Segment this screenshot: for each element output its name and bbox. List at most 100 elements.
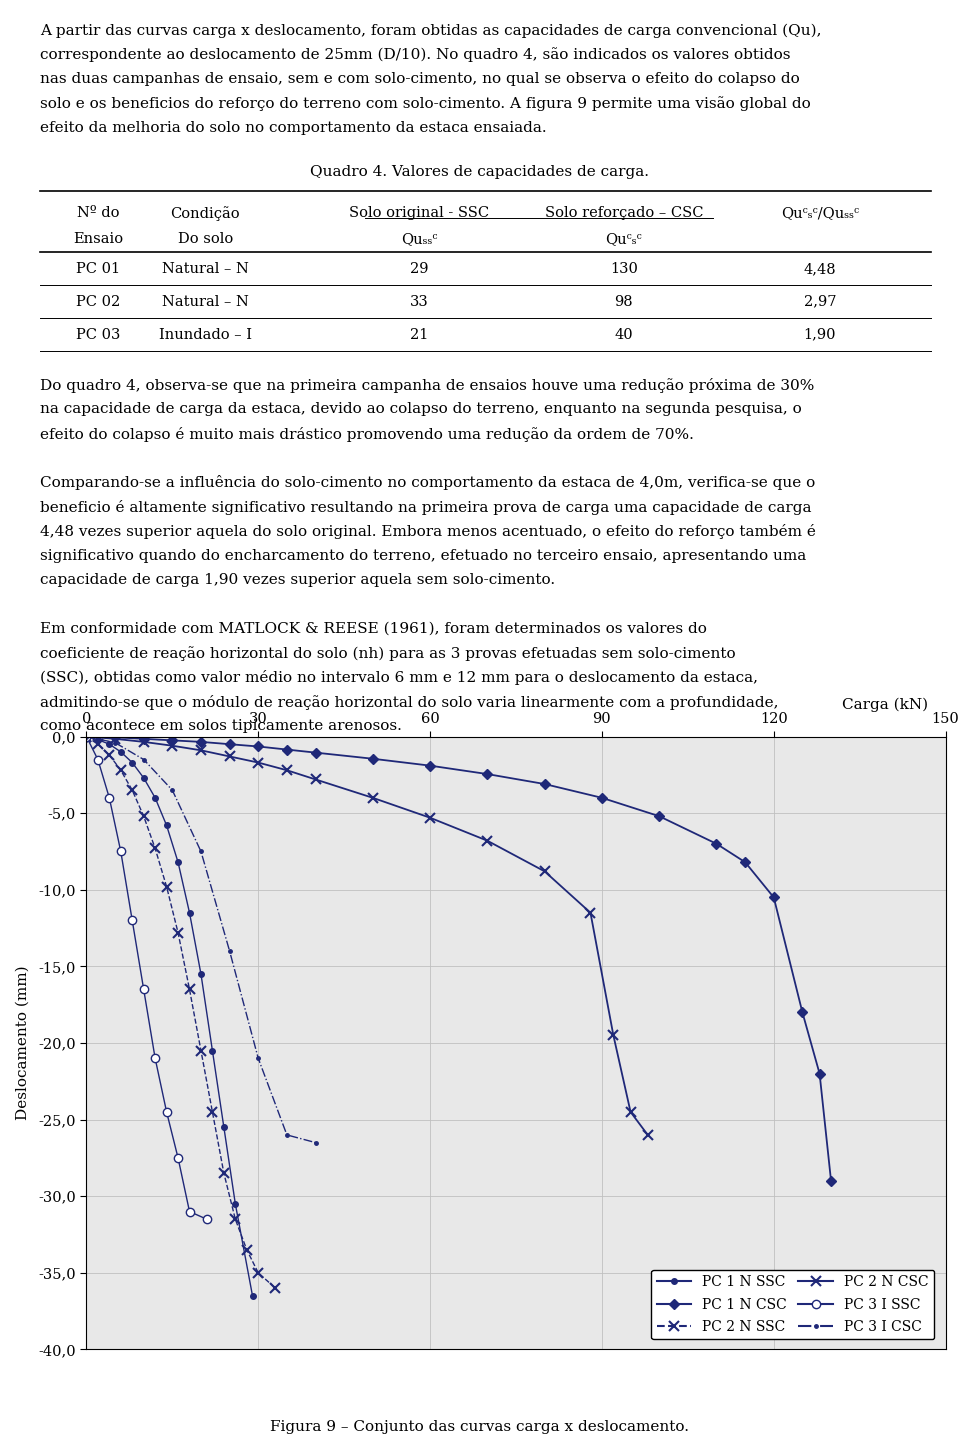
Text: (SSC), obtidas como valor médio no intervalo 6 mm e 12 mm para o deslocamento da: (SSC), obtidas como valor médio no inter… bbox=[40, 670, 758, 685]
PC 1 N SSC bbox=[81, 728, 92, 746]
Text: Quₛₛᶜ: Quₛₛᶜ bbox=[400, 232, 437, 245]
Text: como acontece em solos tipicamente arenosos.: como acontece em solos tipicamente areno… bbox=[40, 720, 402, 733]
PC 2 N SSC bbox=[218, 1165, 229, 1183]
Text: Solo reforçado – CSC: Solo reforçado – CSC bbox=[544, 206, 703, 221]
PC 2 N CSC bbox=[482, 831, 493, 849]
PC 2 N SSC bbox=[252, 1264, 264, 1281]
PC 2 N SSC bbox=[138, 808, 150, 826]
PC 3 I SSC bbox=[161, 1103, 173, 1120]
PC 2 N SSC bbox=[81, 728, 92, 746]
Text: 1,90: 1,90 bbox=[804, 328, 836, 341]
PC 1 N CSC bbox=[539, 775, 550, 792]
PC 1 N SSC bbox=[218, 1119, 229, 1136]
Text: 2,97: 2,97 bbox=[804, 295, 836, 309]
PC 1 N CSC bbox=[195, 733, 206, 750]
PC 1 N CSC bbox=[710, 836, 722, 853]
Text: correspondente ao deslocamento de 25mm (D/10). No quadro 4, são indicados os val: correspondente ao deslocamento de 25mm (… bbox=[40, 48, 791, 62]
Text: 40: 40 bbox=[614, 328, 634, 341]
PC 3 I CSC bbox=[281, 1126, 293, 1143]
PC 1 N CSC bbox=[310, 744, 322, 762]
PC 1 N CSC bbox=[224, 736, 235, 753]
Text: coeficiente de reação horizontal do solo (nh) para as 3 provas efetuadas sem sol: coeficiente de reação horizontal do solo… bbox=[40, 646, 736, 660]
PC 1 N CSC bbox=[252, 737, 264, 755]
Text: nas duas campanhas de ensaio, sem e com solo-cimento, no qual se observa o efeit: nas duas campanhas de ensaio, sem e com … bbox=[40, 73, 800, 86]
PC 3 I SSC bbox=[127, 911, 138, 929]
PC 2 N CSC bbox=[585, 904, 596, 921]
PC 1 N CSC bbox=[81, 728, 92, 746]
PC 1 N CSC bbox=[596, 789, 608, 807]
PC 2 N SSC bbox=[172, 924, 183, 942]
Text: Em conformidade com MATLOCK & REESE (1961), foram determinados os valores do: Em conformidade com MATLOCK & REESE (196… bbox=[40, 621, 708, 636]
Text: 98: 98 bbox=[614, 295, 634, 309]
Text: Carga (kN): Carga (kN) bbox=[842, 698, 928, 712]
Text: 29: 29 bbox=[410, 261, 428, 276]
PC 1 N SSC bbox=[92, 731, 104, 749]
PC 2 N CSC bbox=[81, 728, 92, 746]
PC 2 N CSC bbox=[224, 747, 235, 765]
PC 3 I SSC bbox=[81, 728, 92, 746]
Text: na capacidade de carga da estaca, devido ao colapso do terreno, enquanto na segu: na capacidade de carga da estaca, devido… bbox=[40, 402, 802, 416]
PC 2 N CSC bbox=[252, 755, 264, 772]
PC 2 N SSC bbox=[183, 981, 195, 998]
Text: 4,48: 4,48 bbox=[804, 261, 836, 276]
PC 1 N CSC bbox=[768, 888, 780, 905]
PC 1 N CSC bbox=[424, 757, 436, 775]
PC 2 N CSC bbox=[281, 762, 293, 779]
Text: Solo original - SSC: Solo original - SSC bbox=[348, 206, 489, 221]
Text: A partir das curvas carga x deslocamento, foram obtidas as capacidades de carga : A partir das curvas carga x deslocamento… bbox=[40, 23, 822, 38]
PC 1 N CSC bbox=[814, 1065, 826, 1082]
PC 2 N CSC bbox=[642, 1126, 654, 1143]
Text: capacidade de carga 1,90 vezes superior aquela sem solo-cimento.: capacidade de carga 1,90 vezes superior … bbox=[40, 573, 556, 586]
Text: Natural – N: Natural – N bbox=[161, 295, 249, 309]
Text: Ensaio: Ensaio bbox=[73, 232, 123, 245]
Line: PC 2 N CSC: PC 2 N CSC bbox=[82, 731, 653, 1140]
PC 2 N CSC bbox=[138, 733, 150, 750]
Text: Figura 9 – Conjunto das curvas carga x deslocamento.: Figura 9 – Conjunto das curvas carga x d… bbox=[271, 1419, 689, 1434]
PC 3 I SSC bbox=[92, 750, 104, 768]
PC 1 N SSC bbox=[183, 904, 195, 921]
PC 1 N SSC bbox=[229, 1196, 241, 1213]
PC 1 N CSC bbox=[654, 808, 665, 826]
PC 2 N SSC bbox=[127, 782, 138, 800]
Text: efeito da melhoria do solo no comportamento da estaca ensaiada.: efeito da melhoria do solo no comportame… bbox=[40, 120, 547, 135]
Text: Do quadro 4, observa-se que na primeira campanha de ensaios houve uma redução pr: Do quadro 4, observa-se que na primeira … bbox=[40, 377, 815, 393]
PC 1 N SSC bbox=[206, 1042, 218, 1059]
PC 1 N CSC bbox=[739, 853, 751, 871]
PC 2 N SSC bbox=[195, 1042, 206, 1059]
PC 1 N SSC bbox=[115, 743, 127, 760]
PC 3 I CSC bbox=[195, 843, 206, 860]
Line: PC 1 N SSC: PC 1 N SSC bbox=[84, 734, 255, 1299]
Text: Do solo: Do solo bbox=[178, 232, 232, 245]
PC 3 I SSC bbox=[138, 981, 150, 998]
PC 1 N CSC bbox=[797, 1004, 808, 1022]
PC 3 I CSC bbox=[81, 728, 92, 746]
PC 1 N CSC bbox=[482, 765, 493, 782]
Text: Natural – N: Natural – N bbox=[161, 261, 249, 276]
Y-axis label: Deslocamento (mm): Deslocamento (mm) bbox=[16, 966, 30, 1120]
Text: efeito do colapso é muito mais drástico promovendo uma redução da ordem de 70%.: efeito do colapso é muito mais drástico … bbox=[40, 427, 694, 441]
PC 1 N SSC bbox=[127, 755, 138, 772]
PC 2 N SSC bbox=[229, 1210, 241, 1228]
Text: Inundado – I: Inundado – I bbox=[158, 328, 252, 341]
PC 1 N SSC bbox=[247, 1287, 258, 1304]
Text: beneficio é altamente significativo resultando na primeira prova de carga uma ca: beneficio é altamente significativo resu… bbox=[40, 499, 812, 515]
Text: 33: 33 bbox=[410, 295, 428, 309]
PC 2 N SSC bbox=[104, 746, 115, 763]
PC 2 N CSC bbox=[625, 1103, 636, 1120]
PC 2 N CSC bbox=[195, 741, 206, 759]
PC 1 N CSC bbox=[167, 731, 179, 749]
Line: PC 2 N SSC: PC 2 N SSC bbox=[82, 731, 280, 1293]
PC 2 N CSC bbox=[539, 863, 550, 881]
Text: Quᶜₛᶜ/Quₛₛᶜ: Quᶜₛᶜ/Quₛₛᶜ bbox=[780, 206, 859, 221]
PC 3 I CSC bbox=[138, 750, 150, 768]
PC 2 N CSC bbox=[310, 770, 322, 788]
PC 3 I SSC bbox=[150, 1049, 161, 1066]
PC 1 N SSC bbox=[150, 789, 161, 807]
PC 3 I SSC bbox=[115, 843, 127, 860]
PC 1 N SSC bbox=[138, 769, 150, 786]
Text: PC 01: PC 01 bbox=[76, 261, 120, 276]
PC 1 N CSC bbox=[138, 730, 150, 747]
PC 2 N CSC bbox=[608, 1027, 619, 1045]
PC 1 N CSC bbox=[367, 750, 378, 768]
PC 2 N CSC bbox=[167, 737, 179, 755]
